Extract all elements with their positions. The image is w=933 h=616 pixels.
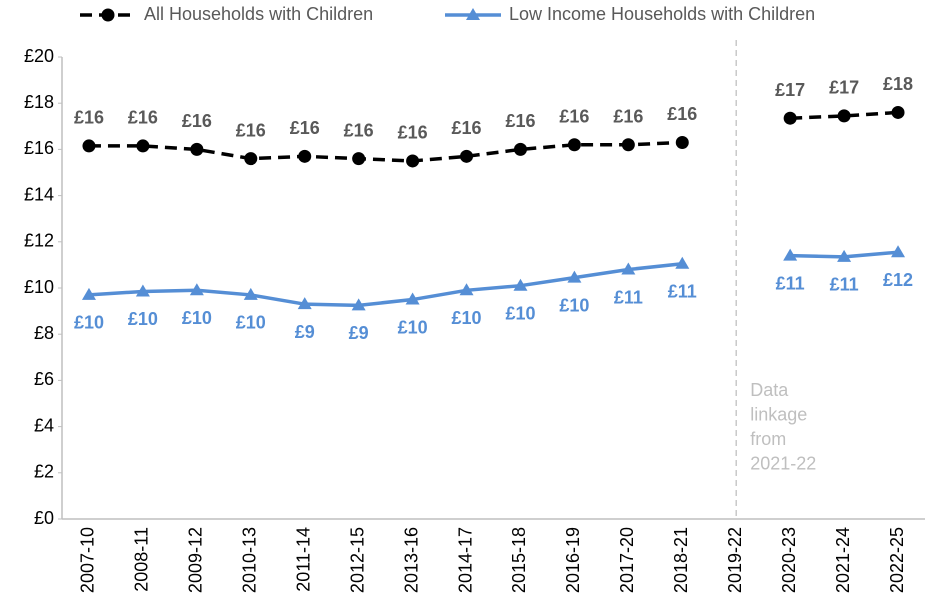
data-label: £18 bbox=[883, 74, 913, 94]
data-label: £10 bbox=[236, 313, 266, 333]
legend-marker bbox=[101, 8, 115, 22]
data-label: £9 bbox=[295, 322, 315, 342]
data-label: £10 bbox=[505, 303, 535, 323]
legend-marker bbox=[466, 8, 480, 20]
marker bbox=[189, 283, 204, 296]
marker bbox=[135, 284, 150, 297]
y-tick-label: £2 bbox=[34, 462, 54, 482]
data-label: £16 bbox=[344, 120, 374, 140]
x-tick-label: 2019-22 bbox=[725, 527, 745, 593]
marker bbox=[297, 297, 312, 310]
y-tick-label: £8 bbox=[34, 323, 54, 343]
annotation: 2021-22 bbox=[750, 453, 816, 473]
data-label: £17 bbox=[829, 78, 859, 98]
marker bbox=[837, 109, 851, 123]
marker bbox=[460, 149, 474, 163]
y-tick-label: £0 bbox=[34, 508, 54, 528]
data-label: £16 bbox=[613, 107, 643, 127]
marker bbox=[567, 138, 581, 152]
legend-label: All Households with Children bbox=[144, 4, 373, 24]
marker bbox=[891, 105, 905, 119]
x-tick-label: 2021-24 bbox=[833, 527, 853, 593]
annotation: linkage bbox=[750, 404, 807, 424]
data-label: £10 bbox=[452, 308, 482, 328]
y-tick-label: £18 bbox=[24, 92, 54, 112]
x-tick-label: 2020-23 bbox=[779, 527, 799, 593]
data-label: £16 bbox=[559, 107, 589, 127]
marker bbox=[621, 262, 636, 275]
series-line bbox=[88, 110, 899, 163]
x-tick-label: 2014-17 bbox=[455, 527, 475, 593]
y-tick-label: £20 bbox=[24, 46, 54, 66]
x-tick-label: 2015-18 bbox=[509, 527, 529, 593]
data-label: £16 bbox=[128, 108, 158, 128]
marker bbox=[891, 245, 906, 258]
data-label: £16 bbox=[505, 111, 535, 131]
data-label: £11 bbox=[614, 287, 643, 307]
marker bbox=[406, 154, 420, 168]
x-tick-label: 2009-12 bbox=[186, 527, 206, 593]
x-tick-label: 2017-20 bbox=[617, 527, 637, 593]
data-label: £10 bbox=[128, 309, 158, 329]
data-label: £16 bbox=[452, 118, 482, 138]
y-tick-label: £4 bbox=[34, 415, 54, 435]
data-label: £10 bbox=[74, 313, 104, 333]
data-label: £17 bbox=[775, 80, 805, 100]
data-label: £16 bbox=[182, 111, 212, 131]
annotation: from bbox=[750, 429, 786, 449]
marker bbox=[513, 278, 528, 291]
marker bbox=[351, 298, 366, 311]
data-label: £11 bbox=[776, 273, 805, 293]
y-tick-label: £16 bbox=[24, 138, 54, 158]
marker bbox=[352, 152, 366, 166]
data-label: £12 bbox=[883, 270, 913, 290]
marker bbox=[405, 292, 420, 305]
x-tick-label: 2008-11 bbox=[132, 527, 152, 592]
marker bbox=[136, 139, 150, 153]
legend-label: Low Income Households with Children bbox=[509, 4, 815, 24]
x-tick-label: 2011-14 bbox=[293, 527, 313, 592]
y-tick-label: £14 bbox=[24, 184, 54, 204]
data-label: £16 bbox=[667, 104, 697, 124]
data-label: £10 bbox=[398, 317, 428, 337]
marker bbox=[243, 287, 258, 300]
x-tick-label: 2018-21 bbox=[671, 527, 691, 593]
x-tick-label: 2007-10 bbox=[78, 527, 98, 593]
marker bbox=[244, 152, 258, 166]
data-label: £11 bbox=[830, 275, 859, 295]
x-tick-label: 2016-19 bbox=[563, 527, 583, 593]
annotation: Data bbox=[750, 380, 789, 400]
x-tick-label: 2012-15 bbox=[347, 527, 367, 593]
y-tick-label: £6 bbox=[34, 369, 54, 389]
data-label: £10 bbox=[182, 308, 212, 328]
data-label: £9 bbox=[349, 323, 369, 343]
data-label: £10 bbox=[559, 295, 589, 315]
marker bbox=[621, 138, 635, 152]
marker bbox=[81, 287, 96, 300]
x-tick-label: 2013-16 bbox=[401, 527, 421, 593]
marker bbox=[675, 256, 690, 269]
data-label: £16 bbox=[74, 108, 104, 128]
data-label: £16 bbox=[290, 118, 320, 138]
marker bbox=[783, 248, 798, 261]
marker bbox=[567, 270, 582, 283]
marker bbox=[783, 111, 797, 125]
x-tick-label: 2022-25 bbox=[887, 527, 907, 593]
marker bbox=[459, 283, 474, 296]
data-label: £16 bbox=[398, 123, 428, 143]
marker bbox=[837, 249, 852, 262]
marker bbox=[675, 135, 689, 149]
x-tick-label: 2010-13 bbox=[240, 527, 260, 593]
y-tick-label: £12 bbox=[24, 231, 54, 251]
marker bbox=[82, 139, 96, 153]
data-label: £11 bbox=[668, 281, 697, 301]
marker bbox=[513, 142, 527, 156]
marker bbox=[298, 149, 312, 163]
marker bbox=[190, 142, 204, 156]
data-label: £16 bbox=[236, 120, 266, 140]
y-tick-label: £10 bbox=[24, 277, 54, 297]
